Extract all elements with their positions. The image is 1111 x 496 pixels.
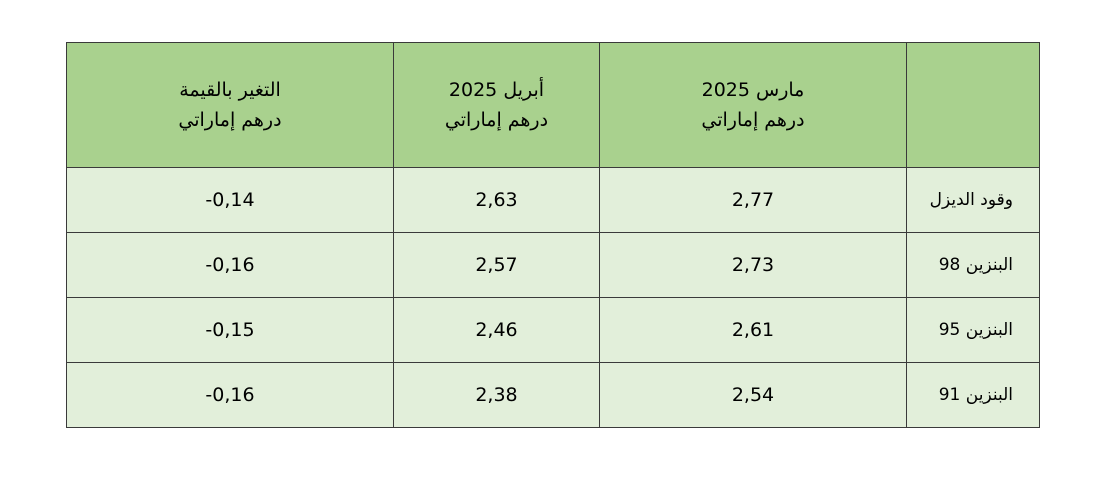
cell-value: 2,57 bbox=[475, 254, 518, 276]
cell-value: -0,16 bbox=[205, 254, 255, 276]
row-label: البنزين 95 bbox=[906, 297, 1040, 363]
table-body: وقود الديزل 2,77 2,63 -0,14 البنزين 98 2,73 2,… bbox=[66, 167, 1040, 428]
header-cell: مارس 2025 درهم إماراتي bbox=[599, 42, 907, 168]
header-title: مارس 2025 bbox=[701, 79, 805, 101]
cell-value: 2,63 bbox=[475, 189, 518, 211]
cell-value: -0,14 bbox=[205, 189, 255, 211]
cell-value: 2,61 bbox=[731, 319, 775, 341]
header-title: أبريل 2025 bbox=[448, 79, 545, 101]
value-cell: 2,73 bbox=[599, 232, 907, 298]
value-cell: -0,14 bbox=[66, 167, 394, 233]
value-cell: -0,16 bbox=[66, 232, 394, 298]
value-cell: 2,46 bbox=[393, 297, 600, 363]
header-title: التغير بالقيمة bbox=[179, 79, 281, 101]
header-unit: درهم إماراتي bbox=[444, 109, 549, 131]
cell-value: 2,38 bbox=[475, 384, 518, 406]
value-cell: -0,15 bbox=[66, 297, 394, 363]
cell-value: 2,54 bbox=[731, 384, 775, 406]
value-cell: 2,54 bbox=[599, 362, 907, 428]
row-label: وقود الديزل bbox=[906, 167, 1040, 233]
row-label: البنزين 98 bbox=[906, 232, 1040, 298]
table-row: البنزين 91 2,54 2,38 -0,16 bbox=[66, 362, 1040, 428]
header-unit: درهم إماراتي bbox=[701, 109, 805, 131]
cell-value: 2,77 bbox=[731, 189, 775, 211]
header-unit: درهم إماراتي bbox=[178, 109, 282, 131]
header-cell: التغير بالقيمة درهم إماراتي bbox=[66, 42, 394, 168]
table-header: مارس 2025 درهم إماراتي أبريل 2025 درهم إمار… bbox=[66, 42, 1040, 168]
value-cell: 2,61 bbox=[599, 297, 907, 363]
row-label: البنزين 91 bbox=[906, 362, 1040, 428]
cell-value: 2,46 bbox=[475, 319, 518, 341]
value-cell: 2,38 bbox=[393, 362, 600, 428]
price-table: مارس 2025 درهم إماراتي أبريل 2025 درهم إمار… bbox=[66, 42, 1040, 428]
table-row: وقود الديزل 2,77 2,63 -0,14 bbox=[66, 167, 1040, 233]
table-row: البنزين 98 2,73 2,57 -0,16 bbox=[66, 232, 1040, 298]
header-cell-empty bbox=[906, 42, 1040, 168]
header-cell: أبريل 2025 درهم إماراتي bbox=[393, 42, 600, 168]
header-row: مارس 2025 درهم إماراتي أبريل 2025 درهم إمار… bbox=[66, 42, 1040, 168]
cell-value: -0,15 bbox=[205, 319, 255, 341]
value-cell: 2,57 bbox=[393, 232, 600, 298]
value-cell: 2,63 bbox=[393, 167, 600, 233]
value-cell: 2,77 bbox=[599, 167, 907, 233]
table-row: البنزين 95 2,61 2,46 -0,15 bbox=[66, 297, 1040, 363]
cell-value: -0,16 bbox=[205, 384, 255, 406]
value-cell: -0,16 bbox=[66, 362, 394, 428]
cell-value: 2,73 bbox=[731, 254, 775, 276]
